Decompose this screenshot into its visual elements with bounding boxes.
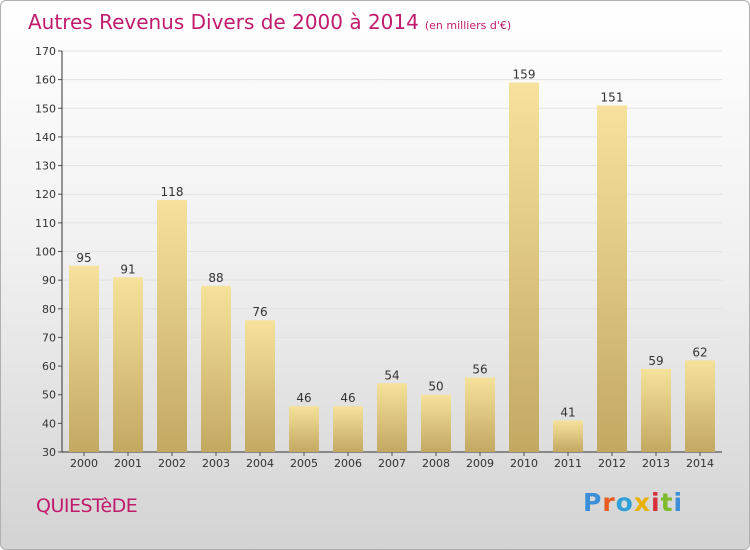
bar-2005 xyxy=(289,406,319,452)
bar-2007 xyxy=(377,383,407,452)
value-label-2005: 46 xyxy=(296,391,311,405)
y-tick-label: 80 xyxy=(42,303,56,316)
data-labels: 95 91 118 88 76 46 46 54 50 56 159 41 151 59 62 xyxy=(76,68,707,420)
x-tick-label-2011: 2011 xyxy=(554,457,582,470)
value-label-2008: 50 xyxy=(428,380,443,394)
brand-letter: x xyxy=(633,488,651,517)
bar-2008 xyxy=(421,394,451,452)
bar-2002 xyxy=(157,199,187,452)
bar-2004 xyxy=(245,320,275,452)
y-tick-label: 160 xyxy=(35,74,56,87)
brand-letter: o xyxy=(615,488,634,517)
x-tick-label-2003: 2003 xyxy=(202,457,230,470)
x-tick-label-2013: 2013 xyxy=(642,457,670,470)
value-label-2006: 46 xyxy=(340,391,355,405)
value-label-2002: 118 xyxy=(161,185,184,199)
value-label-2000: 95 xyxy=(76,251,91,265)
chart-title: Autres Revenus Divers de 2000 à 2014 (en … xyxy=(28,10,511,34)
value-label-2014: 62 xyxy=(692,345,707,359)
y-tick-label: 50 xyxy=(42,389,56,402)
bar-2012 xyxy=(597,105,627,453)
y-tick-label: 60 xyxy=(42,360,56,373)
chart-subtitle: (en milliers d'€) xyxy=(424,19,512,32)
bar-2014 xyxy=(685,360,715,452)
brand-letter: r xyxy=(602,488,616,517)
brand-letter: i xyxy=(673,488,684,517)
bars xyxy=(69,82,715,453)
value-label-2007: 54 xyxy=(384,368,399,382)
value-label-2003: 88 xyxy=(208,271,223,285)
bar-2009 xyxy=(465,377,495,452)
x-tick-label-2005: 2005 xyxy=(290,457,318,470)
y-tick-label: 100 xyxy=(35,246,56,259)
y-tick-label: 40 xyxy=(42,417,56,430)
y-tick-label: 30 xyxy=(42,446,56,459)
value-label-2009: 56 xyxy=(472,363,487,377)
value-label-2010: 159 xyxy=(513,68,536,82)
value-label-2012: 151 xyxy=(601,90,624,104)
x-tick-label-2001: 2001 xyxy=(114,457,142,470)
y-tick-label: 70 xyxy=(42,331,56,344)
value-label-2004: 76 xyxy=(252,305,267,319)
brand-letter: P xyxy=(583,488,603,517)
bar-2006 xyxy=(333,406,363,452)
chart-title-text: Autres Revenus Divers de 2000 à 2014 xyxy=(28,10,419,34)
bar-2010 xyxy=(509,82,539,452)
value-label-2001: 91 xyxy=(120,262,135,276)
bar-2003 xyxy=(201,285,231,452)
x-tick-label-2004: 2004 xyxy=(246,457,274,470)
x-tick-label-2007: 2007 xyxy=(378,457,406,470)
x-tick-label-2014: 2014 xyxy=(686,457,714,470)
y-tick-label: 170 xyxy=(35,45,56,58)
value-label-2013: 59 xyxy=(648,354,663,368)
y-tick-label: 130 xyxy=(35,160,56,173)
x-tick-label-2009: 2009 xyxy=(466,457,494,470)
x-tick-label-2002: 2002 xyxy=(158,457,186,470)
y-tick-label: 150 xyxy=(35,102,56,115)
y-tick-label: 90 xyxy=(42,274,56,287)
x-tick-label-2012: 2012 xyxy=(598,457,626,470)
y-tick-label: 110 xyxy=(35,217,56,230)
x-tick-label-2008: 2008 xyxy=(422,457,450,470)
x-tick-label-2000: 2000 xyxy=(70,457,98,470)
x-tick-label-2006: 2006 xyxy=(334,457,362,470)
bar-2001 xyxy=(113,277,143,452)
y-tick-label: 120 xyxy=(35,188,56,201)
commune-name: QUIESTèDE xyxy=(36,495,138,517)
bar-2013 xyxy=(641,368,671,452)
brand-letter: i xyxy=(651,488,661,517)
bar-2000 xyxy=(69,265,99,452)
value-label-2011: 41 xyxy=(560,405,575,419)
x-tick-label-2010: 2010 xyxy=(510,457,538,470)
brand-letter: t xyxy=(660,488,674,517)
bar-2011 xyxy=(553,420,583,452)
proxiti-logo: Proxiti xyxy=(583,488,683,517)
y-tick-label: 140 xyxy=(35,131,56,144)
